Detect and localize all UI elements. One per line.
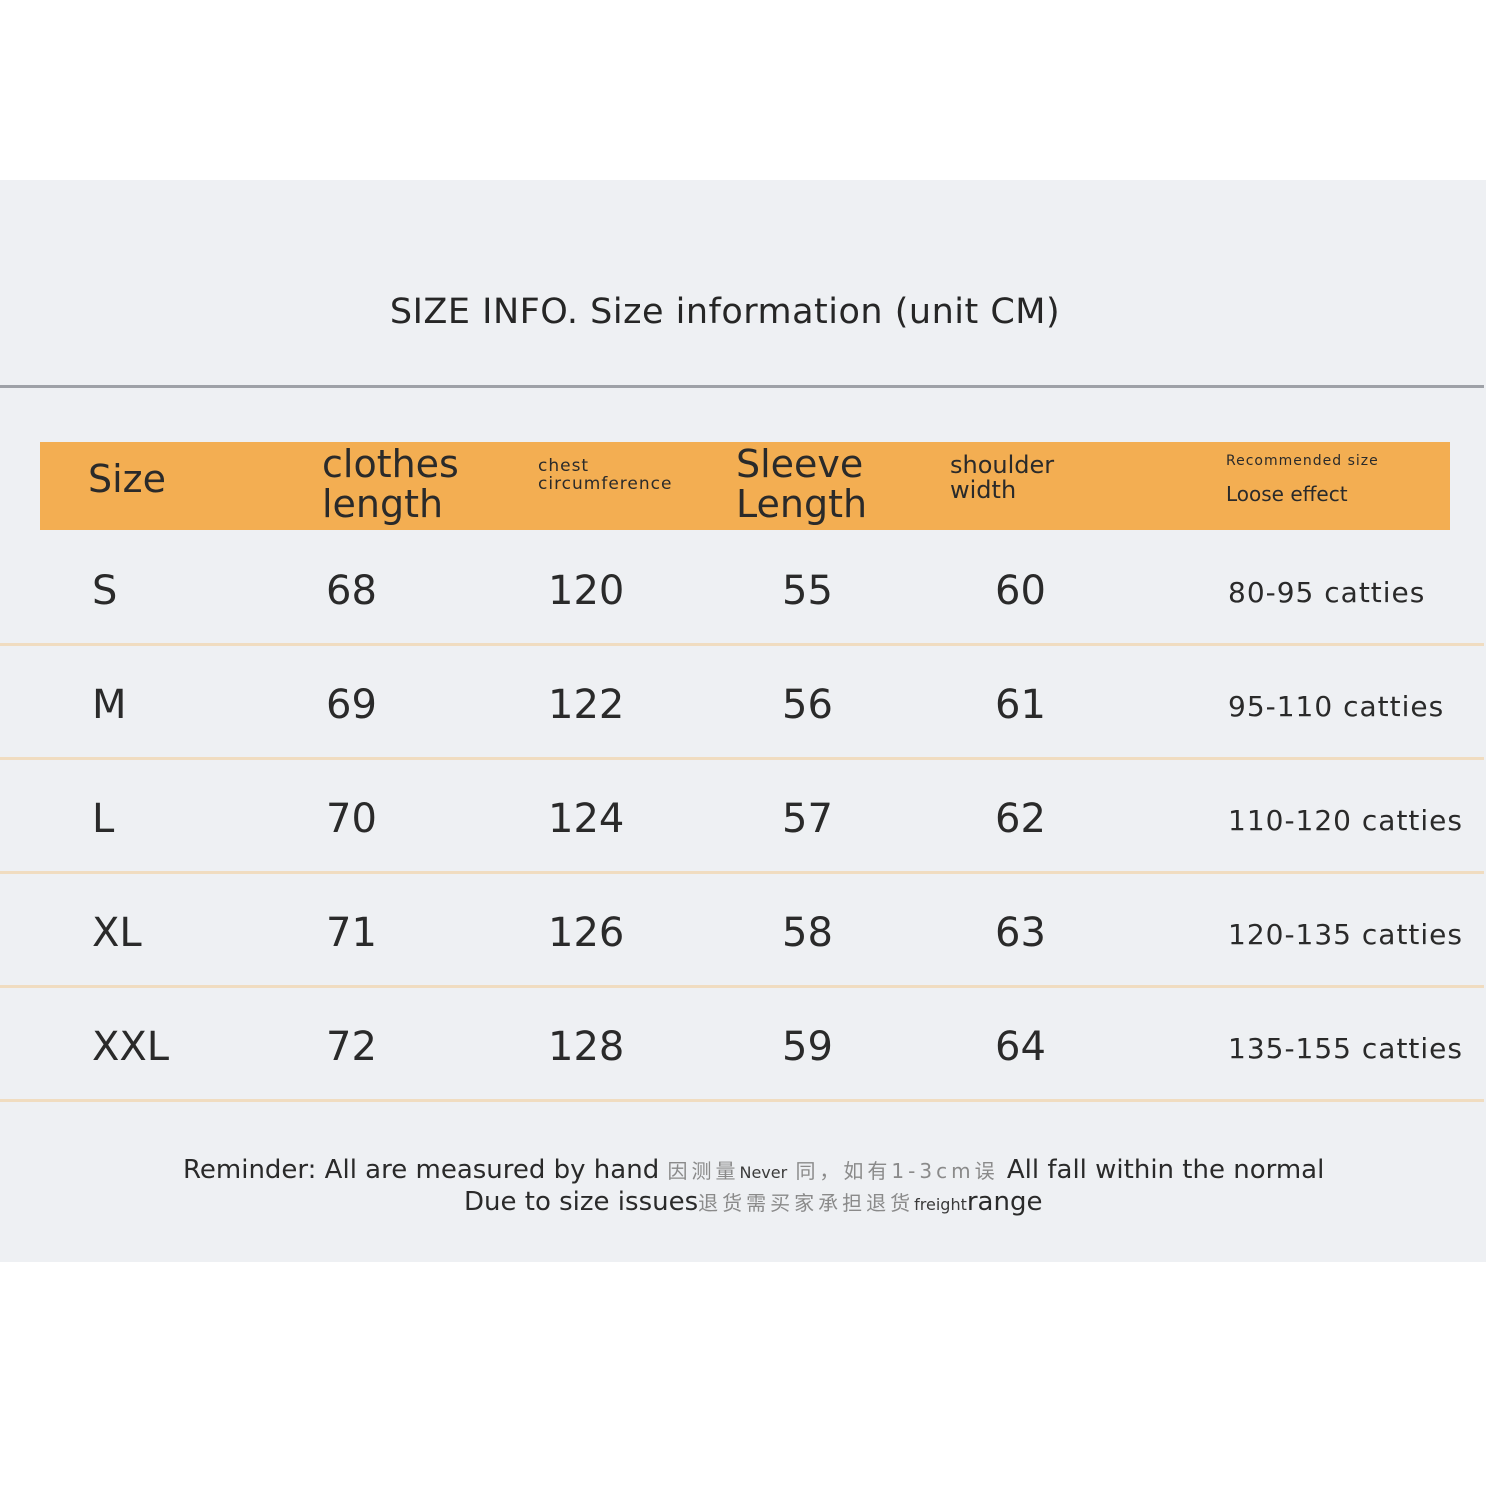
table-row: M 69 122 56 61 95-110 catties (0, 646, 1484, 760)
cell-size: M (92, 682, 127, 728)
row-divider (0, 1099, 1484, 1102)
reminder-chinese-text: 因测量 (667, 1159, 740, 1183)
reminder-chinese-text: 同，如有1-3cm误 (795, 1159, 999, 1183)
reminder-text: range (966, 1187, 1043, 1217)
table-row: XL 71 126 58 63 120-135 catties (0, 874, 1484, 988)
cell-sleeve: 58 (782, 910, 833, 956)
reminder-freight-text: freight (914, 1195, 967, 1214)
cell-shoulder: 61 (995, 682, 1046, 728)
cell-chest: 122 (548, 682, 625, 728)
cell-clothes-length: 72 (326, 1024, 377, 1070)
header-shoulder-width: shoulder width (950, 451, 1055, 505)
reminder-text: Due to size issues (464, 1187, 699, 1217)
page-title: SIZE INFO. Size information (unit CM) (389, 292, 1061, 332)
cell-clothes-length: 69 (326, 682, 377, 728)
cell-recommended: 80-95 catties (1228, 576, 1426, 609)
reminder-never-text: Never (739, 1163, 788, 1182)
cell-shoulder: 63 (995, 910, 1046, 956)
header-sleeve-length: Sleeve Length (736, 442, 868, 526)
cell-recommended: 135-155 catties (1228, 1032, 1463, 1065)
row-divider (0, 871, 1484, 874)
cell-clothes-length: 68 (326, 568, 377, 614)
cell-chest: 128 (548, 1024, 625, 1070)
header-loose-effect: Loose effect (1226, 482, 1348, 506)
cell-chest: 120 (548, 568, 625, 614)
table-header: Size clothes length chest circumference … (40, 442, 1450, 530)
cell-recommended: 120-135 catties (1228, 918, 1463, 951)
table-row: XXL 72 128 59 64 135-155 catties (0, 988, 1484, 1102)
cell-size: L (92, 796, 115, 842)
cell-sleeve: 59 (782, 1024, 833, 1070)
reminder-line-1: Reminder: All are measured by hand 因测量Ne… (183, 1155, 1324, 1185)
cell-clothes-length: 71 (326, 910, 377, 956)
cell-recommended: 110-120 catties (1228, 804, 1463, 837)
cell-clothes-length: 70 (326, 796, 377, 842)
cell-size: XL (92, 910, 142, 956)
header-recommended-size: Recommended size (1226, 453, 1379, 469)
title-divider (0, 385, 1484, 388)
cell-chest: 124 (548, 796, 625, 842)
cell-sleeve: 57 (782, 796, 833, 842)
cell-chest: 126 (548, 910, 625, 956)
cell-shoulder: 60 (995, 568, 1046, 614)
cell-sleeve: 55 (782, 568, 833, 614)
row-divider (0, 757, 1484, 760)
cell-shoulder: 64 (995, 1024, 1046, 1070)
cell-size: S (92, 568, 118, 614)
cell-shoulder: 62 (995, 796, 1046, 842)
cell-sleeve: 56 (782, 682, 833, 728)
table-row: L 70 124 57 62 110-120 catties (0, 760, 1484, 874)
header-chest-circumference: chest circumference (538, 456, 673, 494)
size-chart-panel: SIZE INFO. Size information (unit CM) Si… (0, 180, 1486, 1262)
header-clothes-length: clothes length (322, 442, 459, 526)
row-divider (0, 985, 1484, 988)
row-divider (0, 643, 1484, 646)
reminder-line-2: Due to size issues退货需买家承担退货freightrange (464, 1187, 1042, 1217)
cell-recommended: 95-110 catties (1228, 690, 1445, 723)
reminder-text: Reminder: All are measured by hand (183, 1155, 660, 1185)
cell-size: XXL (92, 1024, 170, 1070)
reminder-text: All fall within the normal (1006, 1155, 1325, 1185)
header-size: Size (88, 457, 167, 501)
reminder-chinese-text: 退货需买家承担退货 (698, 1191, 915, 1215)
table-row: S 68 120 55 60 80-95 catties (0, 532, 1484, 646)
